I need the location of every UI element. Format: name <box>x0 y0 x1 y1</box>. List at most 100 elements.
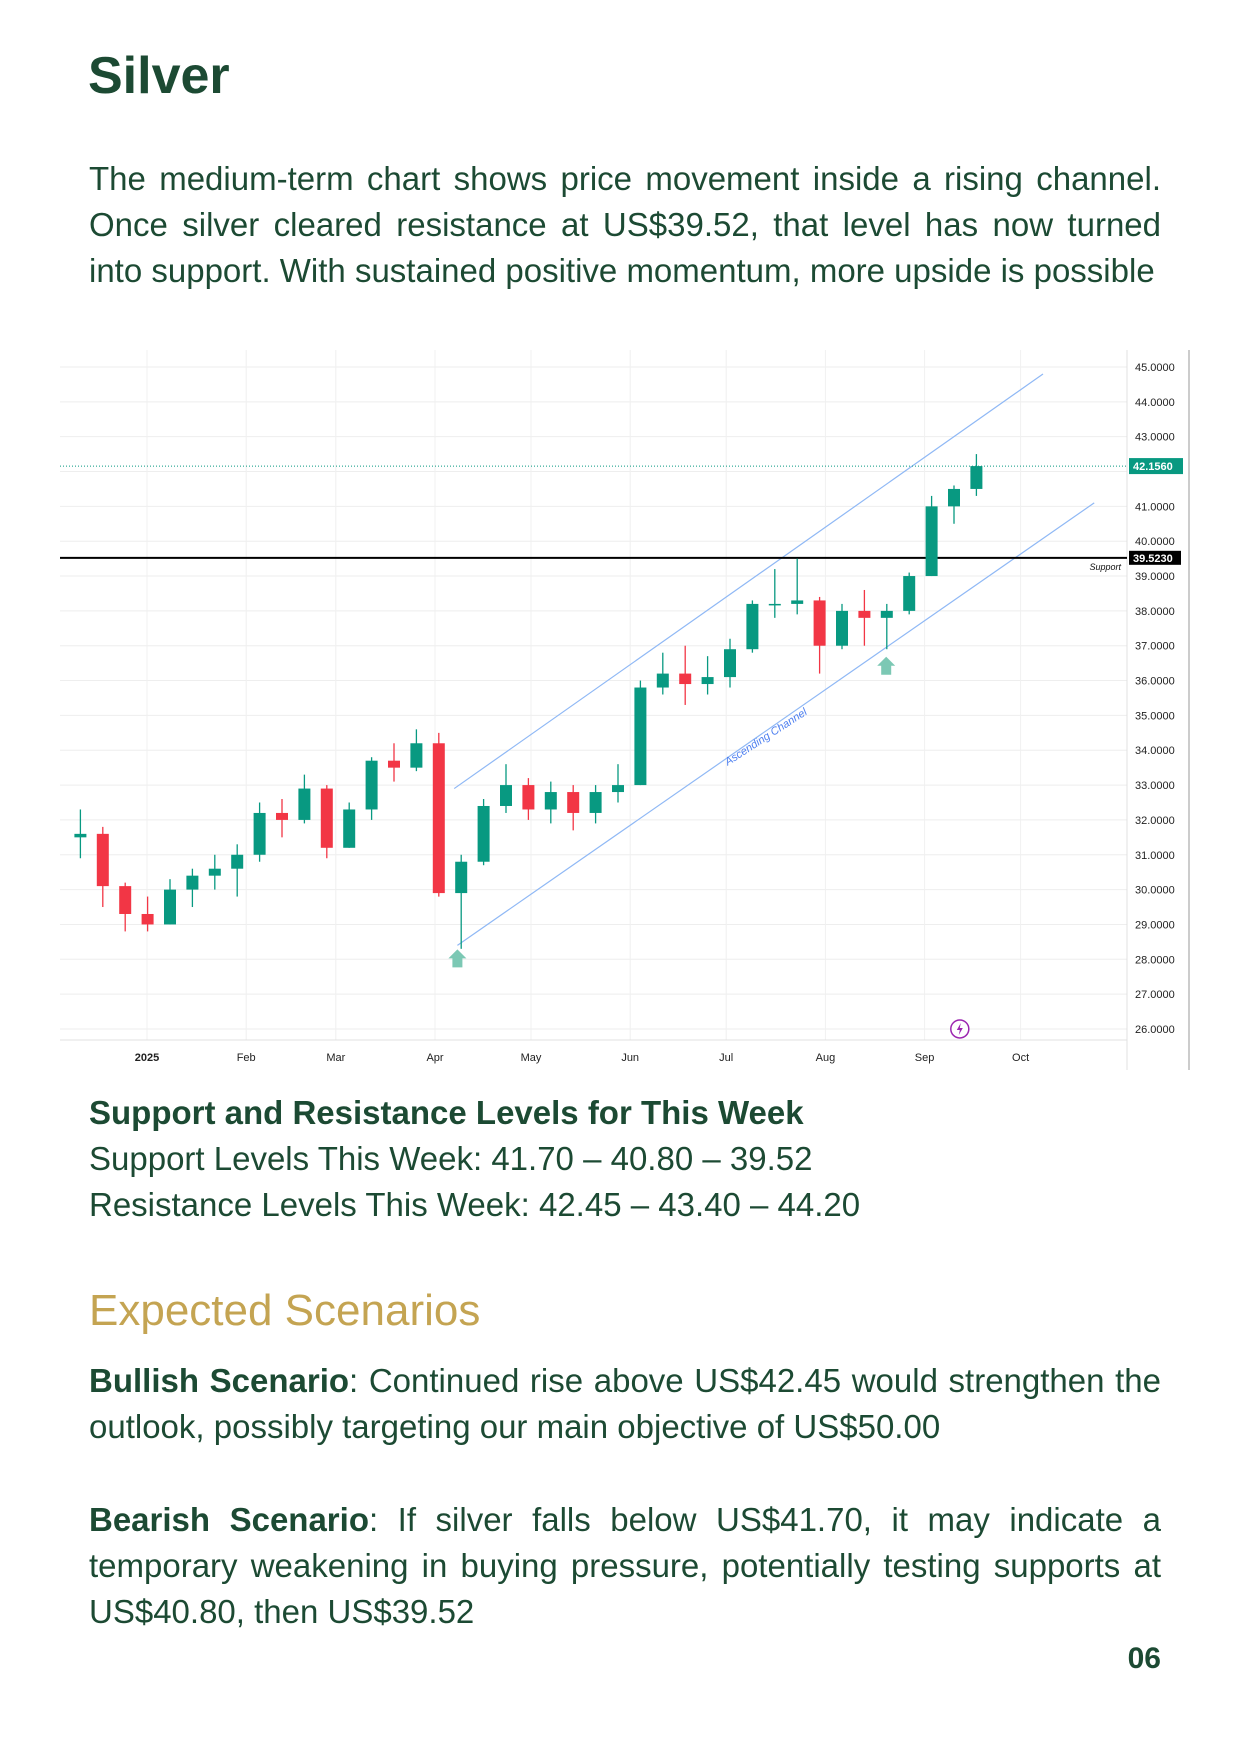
y-tick-label: 40.0000 <box>1135 536 1175 548</box>
candle <box>522 778 535 820</box>
bearish-label: Bearish Scenario <box>89 1501 369 1538</box>
candle-body <box>589 792 602 813</box>
candle <box>813 596 826 674</box>
candle-body <box>455 861 468 894</box>
y-tick-label: 39.0000 <box>1135 571 1175 583</box>
candle <box>477 799 490 866</box>
up-arrow-icon <box>448 949 467 968</box>
candle <box>589 785 602 824</box>
x-tick-label: Jun <box>621 1052 639 1064</box>
support-price-tag <box>1129 550 1181 565</box>
x-tick-label: Apr <box>426 1052 443 1064</box>
y-tick-label: 44.0000 <box>1135 397 1175 409</box>
candle-body <box>903 576 916 611</box>
candle <box>320 785 333 859</box>
candle-body <box>880 610 893 618</box>
candle-body <box>96 833 109 887</box>
y-tick-label: 26.0000 <box>1135 1024 1175 1036</box>
candle <box>970 454 983 496</box>
candle-body <box>970 466 983 489</box>
x-tick-label: May <box>521 1052 542 1064</box>
candle-body <box>567 792 580 813</box>
candle-body <box>634 687 647 786</box>
candle <box>544 781 557 824</box>
bearish-text: : If silver falls below US$41.70, it may… <box>89 1501 1161 1630</box>
intro-paragraph: The medium-term chart shows price moveme… <box>89 160 1161 289</box>
y-tick-label: 28.0000 <box>1135 954 1175 966</box>
candle-body <box>701 677 714 685</box>
candle <box>880 603 893 650</box>
x-tick-label: Feb <box>237 1052 256 1064</box>
candle-body <box>276 812 288 820</box>
candle <box>768 569 781 618</box>
candle-body <box>679 673 692 685</box>
y-tick-label: 32.0000 <box>1135 815 1175 827</box>
candle <box>679 645 692 705</box>
y-tick-label: 36.0000 <box>1135 676 1175 688</box>
candle-body <box>656 673 669 688</box>
support-label: Support <box>1089 562 1121 572</box>
candle <box>208 854 221 890</box>
candle <box>925 495 938 577</box>
resistance-levels: Resistance Levels This Week: 42.45 – 43.… <box>89 1186 861 1223</box>
candle <box>388 743 400 782</box>
bullish-label: Bullish Scenario <box>89 1362 350 1399</box>
candle-body <box>74 833 87 838</box>
levels-section: Support and Resistance Levels for This W… <box>89 1090 1161 1228</box>
candle <box>836 603 848 650</box>
candle <box>186 868 199 908</box>
x-tick-label: Mar <box>326 1052 345 1064</box>
candle-body <box>746 603 759 650</box>
candle <box>500 764 512 813</box>
y-tick-label: 29.0000 <box>1135 919 1175 931</box>
y-tick-label: 27.0000 <box>1135 989 1175 1001</box>
candle <box>164 879 176 925</box>
last-price-tag <box>1129 458 1183 475</box>
candle <box>96 826 109 908</box>
candle-body <box>164 889 176 925</box>
candle-body <box>522 785 535 810</box>
candle <box>141 896 154 932</box>
candle-body <box>925 506 938 577</box>
y-tick-label: 41.0000 <box>1135 501 1175 513</box>
candle-body <box>768 603 781 606</box>
channel-upper-line <box>453 373 1044 790</box>
candle <box>276 799 288 838</box>
candle <box>410 729 423 772</box>
y-tick-label: 37.0000 <box>1135 641 1175 653</box>
candle-body <box>231 854 244 869</box>
candle-body <box>500 785 512 806</box>
scenarios-title: Expected Scenarios <box>89 1286 481 1335</box>
candle <box>948 485 960 524</box>
candle-body <box>432 743 445 894</box>
x-tick-label: Oct <box>1012 1052 1029 1064</box>
y-tick-label: 34.0000 <box>1135 745 1175 757</box>
lightning-bolt-icon <box>956 1022 963 1035</box>
x-tick-label: Aug <box>816 1052 836 1064</box>
candle <box>724 638 736 688</box>
candle-body <box>410 743 423 768</box>
y-tick-label: 35.0000 <box>1135 710 1175 722</box>
candle-body <box>298 788 311 820</box>
candle-body <box>836 610 848 646</box>
candle-body <box>948 488 960 507</box>
y-tick-label: 30.0000 <box>1135 885 1175 897</box>
candle <box>74 809 87 859</box>
candle-body <box>544 792 557 810</box>
x-tick-label: Sep <box>915 1052 935 1064</box>
candle <box>298 774 311 824</box>
y-tick-label: 43.0000 <box>1135 432 1175 444</box>
candle <box>231 844 244 897</box>
bearish-scenario: Bearish Scenario: If silver falls below … <box>89 1497 1161 1635</box>
candle-body <box>119 886 132 914</box>
bullish-scenario: Bullish Scenario: Continued rise above U… <box>89 1358 1161 1450</box>
candle-body <box>343 809 356 848</box>
x-tick-label: 2025 <box>135 1052 159 1064</box>
candle <box>903 572 916 615</box>
candle-body <box>724 649 736 678</box>
candle <box>701 656 714 695</box>
candle <box>791 558 804 615</box>
candle <box>253 802 266 862</box>
candle-body <box>612 785 624 793</box>
support-levels: Support Levels This Week: 41.70 – 40.80 … <box>89 1140 813 1177</box>
